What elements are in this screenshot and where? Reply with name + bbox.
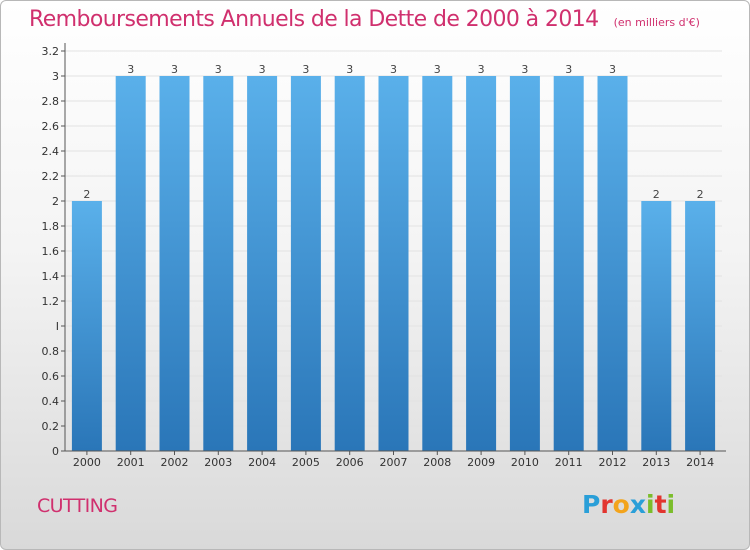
logo-letter: t: [654, 490, 667, 519]
y-tick-label: 3.2: [42, 45, 60, 58]
y-tick-label: 0.8: [42, 345, 60, 358]
y-tick-label: 1.2: [42, 295, 60, 308]
data-label: 3: [390, 63, 397, 76]
data-labels: 2 3 3 3 3 3 3 3 3 3 3 3 3 2 2: [83, 63, 703, 201]
x-tick-label: 2000: [73, 456, 101, 469]
chart-title-block: Remboursements Annuels de la Dette de 20…: [29, 7, 700, 32]
x-tick-label: 2014: [686, 456, 714, 469]
bar-2005: [290, 76, 321, 451]
bar-2011: [553, 76, 584, 451]
data-label: 2: [653, 188, 660, 201]
x-tick-label: 2005: [292, 456, 320, 469]
bar-2007: [378, 76, 409, 451]
chart-title: Remboursements Annuels de la Dette de 20…: [29, 7, 599, 32]
y-tick-label: 2.4: [42, 145, 60, 158]
logo-letter: i: [646, 490, 655, 519]
chart-subtitle: (en milliers d'€): [613, 16, 700, 29]
bar-2012: [597, 76, 628, 451]
x-tick-label: 2013: [642, 456, 670, 469]
y-tick-label: 0.2: [42, 420, 60, 433]
x-tick-label: 2001: [117, 456, 145, 469]
x-tick-label: 2002: [161, 456, 189, 469]
bar-2008: [422, 76, 453, 451]
proxiti-logo: Proxiti: [582, 490, 675, 519]
y-tick-label: 0.4: [42, 395, 60, 408]
data-label: 3: [171, 63, 178, 76]
x-tick-label: 2007: [380, 456, 408, 469]
y-tick-label: I: [56, 320, 59, 333]
bar-2013: [641, 201, 672, 451]
bar-2000: [71, 201, 102, 451]
data-label: 3: [215, 63, 222, 76]
data-label: 3: [127, 63, 134, 76]
y-tick-label: 1.8: [42, 220, 60, 233]
x-tick-label: 2004: [248, 456, 276, 469]
axes: 0 0.2 0.4 0.6 0.8 I 1.2 1.4 1.6 1.8 2 2.2 2.4 2.6 2.8 3…: [42, 43, 726, 469]
y-tick-label: 2.2: [42, 170, 60, 183]
x-tick-label: 2006: [336, 456, 364, 469]
bar-2010: [509, 76, 540, 451]
y-tick-label: 0: [52, 445, 59, 458]
y-tick-label: 2.6: [42, 120, 60, 133]
bar-2009: [466, 76, 497, 451]
data-label: 3: [478, 63, 485, 76]
bars: [71, 76, 716, 451]
x-tick-label: 2009: [467, 456, 495, 469]
y-tick-label: 1.4: [42, 270, 60, 283]
data-label: 3: [609, 63, 616, 76]
y-tick-label: 2: [52, 195, 59, 208]
y-tick-label: 2.8: [42, 95, 60, 108]
data-label: 3: [521, 63, 528, 76]
logo-letter: P: [582, 490, 601, 519]
x-tick-label: 2010: [511, 456, 539, 469]
bar-2004: [247, 76, 278, 451]
y-tick-label: 0.6: [42, 370, 60, 383]
bar-2001: [115, 76, 146, 451]
bar-2002: [159, 76, 190, 451]
data-label: 3: [259, 63, 266, 76]
bar-2014: [685, 201, 716, 451]
bar-2006: [334, 76, 365, 451]
y-tick-label: 1.6: [42, 245, 60, 258]
x-tick-label: 2008: [423, 456, 451, 469]
logo-letter: r: [600, 490, 613, 519]
data-label: 3: [346, 63, 353, 76]
bar-2003: [203, 76, 234, 451]
data-label: 2: [697, 188, 704, 201]
x-tick-label: 2012: [599, 456, 627, 469]
x-tick-label: 2003: [204, 456, 232, 469]
logo-letter: i: [666, 490, 676, 519]
y-tick-label: 3: [52, 70, 59, 83]
data-label: 3: [434, 63, 441, 76]
data-label: 2: [83, 188, 90, 201]
commune-name: CUTTING: [37, 495, 118, 517]
data-label: 3: [565, 63, 572, 76]
logo-letter: x: [629, 490, 646, 519]
x-tick-label: 2011: [555, 456, 583, 469]
data-label: 3: [302, 63, 309, 76]
logo-letter: o: [612, 490, 630, 519]
